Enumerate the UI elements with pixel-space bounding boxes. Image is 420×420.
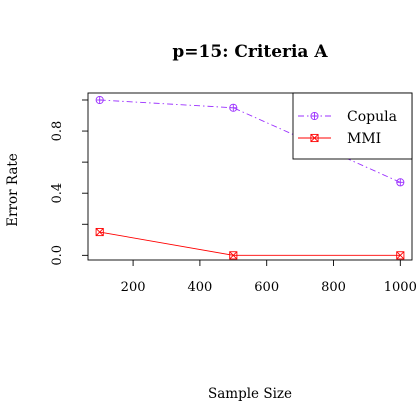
y-axis: 0.0 0.4 0.8 (50, 99, 88, 266)
marker-square (396, 251, 405, 260)
plot-frame (87, 92, 413, 261)
x-axis: 200 400 600 800 1000 (121, 260, 417, 295)
data-point-copula (396, 178, 405, 187)
x-tick-label: 200 (121, 280, 146, 295)
data-point-mmi (229, 251, 238, 260)
x-tick-label: 800 (321, 280, 346, 295)
marker-square (310, 133, 319, 143)
marker-x-b (310, 134, 319, 142)
y-tick-label: 0.0 (50, 245, 65, 266)
legend: Copula MMI (292, 92, 413, 160)
series-line-copula (99, 99, 401, 183)
data-point-mmi (396, 251, 405, 260)
y-tick-label: 0.4 (50, 183, 65, 204)
marker-square (95, 227, 104, 237)
legend-marker-mmi (310, 133, 319, 143)
data-point-mmi (95, 227, 104, 237)
x-tick-label: 400 (187, 280, 212, 295)
marker-x-b (229, 251, 238, 260)
data-point-copula (95, 95, 104, 105)
x-axis-label: Sample Size (208, 386, 292, 402)
chart-title: p=15: Criteria A (172, 42, 328, 62)
series-line-mmi (99, 231, 401, 256)
data-point-copula (229, 103, 238, 112)
marker-square (229, 251, 238, 260)
x-tick-label: 600 (254, 280, 279, 295)
marker-x-b (396, 251, 405, 260)
x-tick-label: 1000 (384, 280, 417, 295)
legend-box (292, 92, 413, 160)
marker-x-b (95, 228, 104, 236)
y-axis-label: Error Rate (5, 153, 21, 227)
series-layer (95, 95, 405, 260)
legend-label-mmi: MMI (347, 131, 381, 147)
legend-label-copula: Copula (347, 109, 397, 125)
legend-marker-copula (310, 111, 319, 121)
y-tick-label: 0.8 (50, 121, 65, 142)
